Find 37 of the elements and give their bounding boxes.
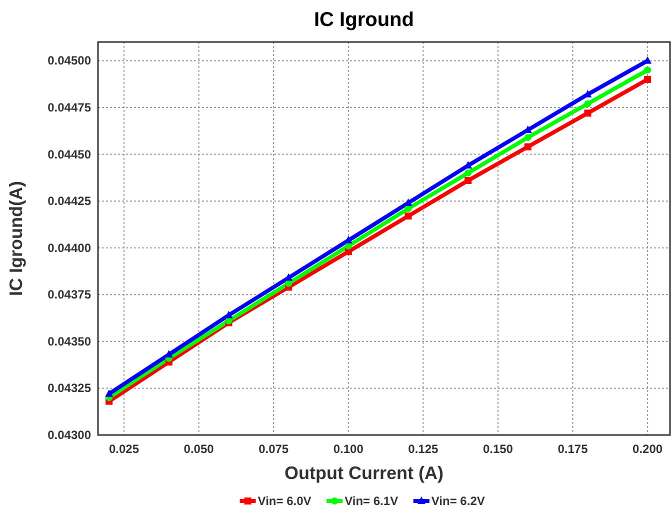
point <box>404 205 412 212</box>
point <box>584 100 592 108</box>
x-tick-label: 0.100 <box>333 442 364 456</box>
point <box>524 143 532 150</box>
x-tick-label: 0.075 <box>258 442 289 456</box>
point <box>464 170 472 176</box>
point <box>344 242 352 250</box>
point <box>285 280 292 287</box>
y-tick-label: 0.04300 <box>48 428 92 442</box>
y-tick-label: 0.04425 <box>48 194 92 208</box>
y-axis-title: IC Iground(A) <box>6 181 26 296</box>
y-tick-label: 0.04350 <box>48 334 92 348</box>
x-tick-label: 0.025 <box>109 442 140 456</box>
point <box>524 134 532 141</box>
x-tick-label: 0.125 <box>408 442 439 456</box>
y-tick-label: 0.04500 <box>48 54 92 68</box>
point <box>105 389 114 397</box>
y-tick-label: 0.04475 <box>48 100 92 114</box>
x-tick-label: 0.150 <box>482 442 514 456</box>
legend-label: Vin= 6.2V <box>431 494 485 508</box>
legend-label: Vin= 6.1V <box>344 494 398 508</box>
x-axis-title: Output Current (A) <box>284 463 444 483</box>
y-tick-label: 0.04375 <box>48 288 92 302</box>
point <box>644 76 652 83</box>
chart-title: IC Iground <box>314 9 414 31</box>
point <box>164 350 173 358</box>
point <box>584 110 592 117</box>
y-tick-label: 0.04450 <box>48 147 92 162</box>
point <box>404 212 412 220</box>
x-tick-label: 0.200 <box>632 442 663 456</box>
x-tick-label: 0.050 <box>184 442 214 456</box>
point <box>464 176 472 184</box>
y-tick-label: 0.04400 <box>48 240 92 255</box>
y-tick-label: 0.04325 <box>48 381 92 396</box>
x-tick-label: 0.175 <box>558 442 588 456</box>
point <box>644 66 652 74</box>
legend-label: Vin= 6.0V <box>258 494 312 508</box>
